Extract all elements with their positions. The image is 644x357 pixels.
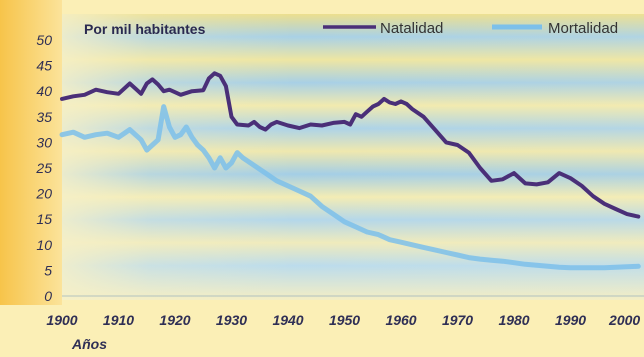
x-tick-label: 1990 (555, 312, 586, 328)
series-line-mortalidad (59, 104, 641, 271)
y-tick-label: 40 (36, 83, 52, 99)
y-tick-label: 20 (35, 186, 52, 202)
y-axis-ticks: 0 5 10 15 20 25 30 35 40 45 50 (35, 32, 52, 304)
y-tick-label: 30 (36, 134, 52, 150)
legend-label-mortalidad: Mortalidad (548, 20, 618, 37)
y-tick-label: 45 (36, 58, 52, 74)
y-tick-label: 0 (44, 288, 52, 304)
x-tick-label: 1980 (498, 312, 529, 328)
x-tick-label: 1960 (385, 312, 416, 328)
y-tick-label: 25 (35, 160, 52, 176)
x-tick-label: 1920 (159, 312, 190, 328)
y-tick-label: 10 (36, 237, 52, 253)
x-tick-label: 2000 (608, 312, 640, 328)
y-axis-strip (0, 0, 62, 305)
x-tick-label: 1930 (216, 312, 247, 328)
x-tick-label: 1950 (329, 312, 360, 328)
x-tick-label: 1970 (442, 312, 473, 328)
legend: Natalidad Mortalidad (323, 20, 618, 37)
x-axis-title: Años (71, 336, 107, 352)
x-tick-label: 1940 (272, 312, 303, 328)
series-line-natalidad (60, 71, 641, 219)
data-series (59, 71, 641, 271)
x-tick-label: 1900 (46, 312, 77, 328)
legend-label-natalidad: Natalidad (380, 20, 443, 37)
y-tick-label: 50 (36, 32, 52, 48)
x-axis-ticks: 1900 1910 1920 1930 1940 1950 1960 1970 1980 1990… (46, 312, 640, 328)
y-tick-label: 5 (44, 262, 52, 278)
unit-label: Por mil habitantes (84, 21, 206, 37)
x-tick-label: 1910 (103, 312, 134, 328)
plot-background-fade (62, 14, 644, 300)
y-tick-label: 15 (36, 211, 52, 227)
y-tick-label: 35 (36, 109, 52, 125)
